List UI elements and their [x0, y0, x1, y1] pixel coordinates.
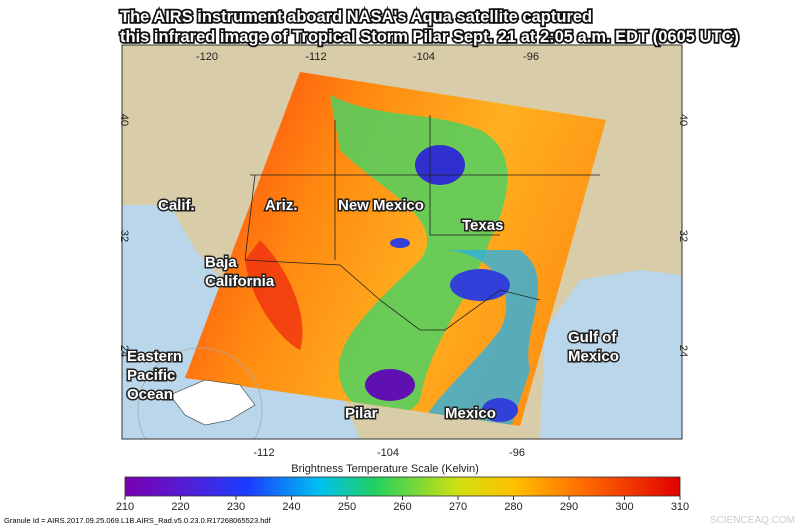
place-label: Mexico — [568, 348, 619, 365]
place-label: Ocean — [127, 386, 173, 403]
title-line: this infrared image of Tropical Storm Pi… — [120, 28, 739, 46]
watermark: SCIENCEAQ.COM — [710, 515, 795, 526]
colorbar-tick-label: 310 — [671, 501, 689, 513]
longitude-label: -104 — [377, 447, 399, 459]
colorbar-tick-label: 290 — [560, 501, 578, 513]
place-label: Ariz. — [265, 197, 298, 214]
place-label: Pacific — [127, 367, 175, 384]
colorbar-tick-label: 250 — [338, 501, 356, 513]
longitude-label: -104 — [413, 51, 435, 63]
latitude-label: 24 — [118, 345, 130, 357]
latitude-label: 40 — [677, 114, 689, 126]
place-label: Pilar — [345, 405, 378, 422]
place-label: Baja — [205, 254, 237, 271]
place-label: Eastern — [127, 348, 182, 365]
colorbar-tick-label: 220 — [171, 501, 189, 513]
place-label: Calif. — [158, 197, 195, 214]
latitude-label: 32 — [118, 230, 130, 242]
colorbar-tick-label: 230 — [227, 501, 245, 513]
colorbar-tick-label: 280 — [504, 501, 522, 513]
granule-id: Granule Id = AIRS.2017.09.25.069.L1B.AIR… — [4, 516, 272, 525]
longitude-label: -96 — [509, 447, 525, 459]
colorbar-tick-label: 300 — [615, 501, 633, 513]
longitude-label: -112 — [305, 51, 326, 63]
colorbar-tick-label: 240 — [282, 501, 300, 513]
latitude-label: 40 — [118, 114, 130, 126]
place-label: New Mexico — [338, 197, 424, 214]
longitude-label: -112 — [253, 447, 274, 459]
latitude-label: 32 — [677, 230, 689, 242]
place-label: Gulf of — [568, 329, 617, 346]
colorbar-tick-label: 210 — [116, 501, 134, 513]
colorbar-title: Brightness Temperature Scale (Kelvin) — [291, 463, 479, 475]
place-label: Mexico — [445, 405, 496, 422]
place-label: Texas — [462, 217, 503, 234]
longitude-label: -120 — [196, 51, 218, 63]
colorbar — [124, 476, 681, 497]
colorbar-tick-label: 270 — [449, 501, 467, 513]
latitude-label: 24 — [677, 345, 689, 357]
place-label: California — [205, 273, 275, 290]
title-line: The AIRS instrument aboard NASA's Aqua s… — [120, 8, 592, 26]
longitude-label: -96 — [523, 51, 539, 63]
map — [122, 45, 682, 439]
colorbar-tick-label: 260 — [393, 501, 411, 513]
